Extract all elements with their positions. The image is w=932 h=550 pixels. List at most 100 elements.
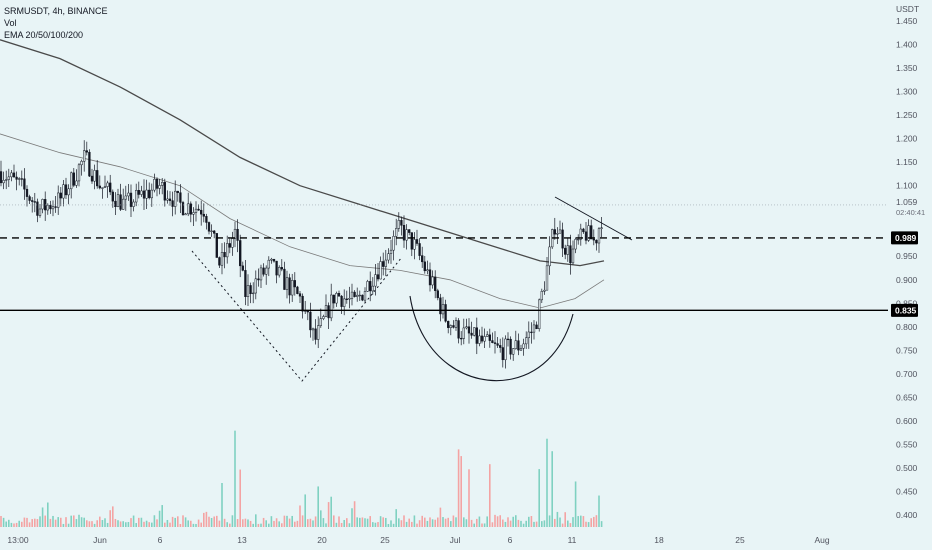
time-tick-label: 18 bbox=[654, 535, 664, 545]
volume-bar bbox=[99, 516, 101, 527]
volume-bar bbox=[265, 520, 267, 527]
volume-bar bbox=[156, 519, 158, 527]
candle-body bbox=[473, 327, 476, 336]
candle-body bbox=[504, 338, 507, 361]
candle-body bbox=[501, 347, 504, 361]
candle-body bbox=[525, 337, 528, 345]
volume-bar bbox=[47, 502, 49, 527]
volume-bar bbox=[192, 523, 195, 527]
time-tick-label: 6 bbox=[508, 535, 513, 545]
candle-body bbox=[223, 252, 226, 258]
volume-label[interactable]: Vol bbox=[4, 18, 17, 28]
volume-bar bbox=[151, 522, 153, 527]
volume-bar bbox=[408, 518, 410, 527]
volume-bar bbox=[444, 518, 447, 527]
candle-body bbox=[246, 285, 250, 298]
price-axis[interactable]: USDT 1.450 1.400 1.350 1.300 1.250 1.200 1.150 1… bbox=[888, 0, 932, 550]
candle-body bbox=[33, 201, 36, 203]
volume-bar bbox=[585, 521, 587, 527]
candle-body bbox=[387, 253, 390, 261]
candle-body bbox=[483, 336, 486, 342]
candle-body bbox=[278, 267, 281, 276]
candle-body bbox=[475, 327, 478, 344]
candle-body bbox=[213, 230, 216, 234]
volume-bar bbox=[179, 523, 182, 527]
candle-body bbox=[272, 258, 276, 262]
candle-body bbox=[574, 238, 577, 250]
candle-body bbox=[408, 229, 411, 233]
volume-bar bbox=[525, 520, 527, 527]
candle-body bbox=[309, 311, 312, 331]
time-axis[interactable]: 13:00 Jun 6 13 20 25 Jul 6 11 18 25 Aug bbox=[7, 535, 829, 545]
price-tick-label: 0.800 bbox=[896, 322, 918, 332]
candle-body bbox=[322, 316, 325, 319]
volume-bar bbox=[421, 515, 423, 527]
candle-body bbox=[462, 327, 465, 339]
volume-bar bbox=[158, 510, 161, 527]
candle-body bbox=[512, 348, 515, 355]
volume-bar bbox=[218, 520, 221, 527]
candle-body bbox=[218, 257, 221, 266]
volume-bar bbox=[502, 519, 504, 527]
candle-body bbox=[122, 198, 125, 210]
volume-bar bbox=[564, 512, 566, 527]
candle-body bbox=[587, 225, 590, 241]
volume-bar bbox=[132, 515, 135, 527]
volume-bar bbox=[210, 517, 213, 527]
volume-bar bbox=[395, 509, 397, 527]
volume-bar bbox=[351, 508, 353, 527]
candle-body bbox=[252, 292, 255, 295]
price-tick-label: 0.700 bbox=[896, 369, 918, 379]
volume-bar bbox=[543, 520, 546, 527]
candle-body bbox=[67, 188, 70, 196]
volume-bar bbox=[54, 519, 57, 527]
volume-bar bbox=[0, 515, 2, 527]
volume-bar bbox=[520, 520, 522, 527]
candle-body bbox=[564, 247, 567, 255]
candle-body bbox=[64, 184, 68, 196]
volume-bar bbox=[426, 520, 429, 527]
volume-bar bbox=[80, 517, 83, 527]
volume-bar bbox=[268, 523, 270, 527]
volume-bar bbox=[317, 486, 319, 527]
candle-body bbox=[18, 178, 21, 180]
candle-body bbox=[72, 172, 75, 186]
candle-body bbox=[480, 335, 484, 342]
candle-body bbox=[350, 291, 354, 299]
volume-bar bbox=[325, 523, 327, 527]
candle-body bbox=[254, 278, 257, 294]
candle-body bbox=[423, 261, 426, 272]
price-tick-label: 0.850 bbox=[896, 298, 918, 308]
candle-body bbox=[25, 188, 29, 197]
volume-bar bbox=[153, 515, 156, 527]
candle-body bbox=[31, 200, 34, 202]
volume-bar bbox=[174, 517, 176, 527]
candle-body bbox=[379, 261, 382, 280]
volume-bar bbox=[455, 517, 457, 527]
volume-bar bbox=[379, 516, 382, 527]
candle-body bbox=[597, 228, 601, 244]
volume-bar bbox=[507, 517, 509, 527]
volume-bar bbox=[366, 518, 369, 527]
volume-bar bbox=[275, 518, 278, 527]
volume-bar bbox=[231, 515, 234, 527]
candle-body bbox=[57, 192, 60, 208]
ema-label[interactable]: EMA 20/50/100/200 bbox=[4, 30, 84, 40]
candle-body bbox=[155, 178, 159, 189]
candle-body bbox=[0, 171, 3, 184]
symbol-label[interactable]: SRMUSDT, 4h, BINANCE bbox=[4, 6, 108, 16]
volume-bar bbox=[359, 517, 361, 527]
candle-body bbox=[85, 150, 88, 153]
candle-body bbox=[595, 239, 598, 244]
ema-200-line bbox=[0, 39, 605, 267]
volume-bar bbox=[288, 518, 291, 527]
volume-bar bbox=[177, 516, 179, 527]
volume-bar bbox=[49, 518, 52, 527]
volume-bar bbox=[96, 520, 98, 527]
volume-bar bbox=[515, 515, 517, 527]
candle-body bbox=[330, 294, 333, 319]
volume-bar bbox=[590, 518, 592, 527]
volume-bar bbox=[119, 521, 122, 527]
